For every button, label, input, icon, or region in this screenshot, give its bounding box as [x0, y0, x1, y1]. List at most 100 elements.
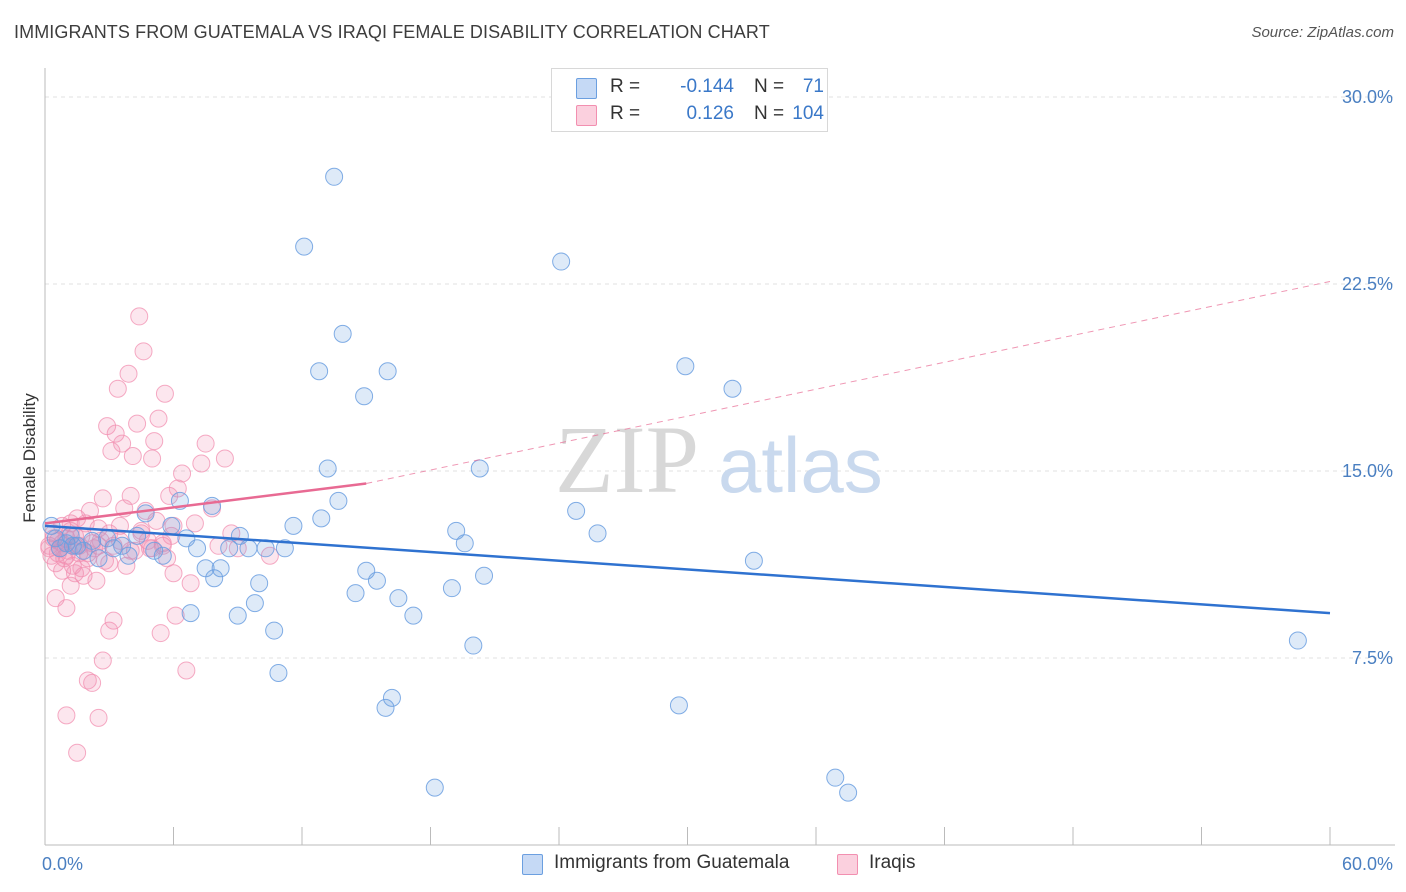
point-guatemala-24: [205, 569, 224, 588]
point-iraqis-58: [164, 564, 183, 583]
point-guatemala-40: [325, 167, 344, 186]
point-guatemala-59: [470, 459, 489, 478]
point-iraqis-22: [87, 571, 106, 590]
point-guatemala-65: [723, 379, 742, 398]
point-guatemala-39: [318, 459, 337, 478]
series-guatemala: [42, 167, 1307, 802]
point-guatemala-26: [220, 539, 239, 558]
point-iraqis-72: [57, 706, 76, 725]
legend-n-value: 104: [792, 103, 824, 124]
point-guatemala-30: [245, 594, 264, 613]
point-guatemala-17: [162, 516, 181, 535]
point-iraqis-88: [100, 554, 119, 573]
axes: [44, 68, 1395, 846]
point-guatemala-1: [46, 529, 65, 548]
legend-r-label: R =: [610, 103, 641, 124]
point-iraqis-54: [155, 384, 174, 403]
point-iraqis-62: [177, 661, 196, 680]
point-guatemala-23: [203, 496, 222, 515]
grid-lines: [45, 96, 1395, 659]
point-guatemala-50: [389, 589, 408, 608]
point-iraqis-82: [57, 599, 76, 618]
point-iraqis-76: [89, 708, 108, 727]
point-guatemala-67: [826, 768, 845, 787]
legend-n-label: N =: [754, 76, 785, 97]
point-guatemala-13: [128, 526, 147, 545]
legend-n-label: N =: [754, 103, 785, 124]
point-iraqis-38: [121, 486, 140, 505]
point-guatemala-70: [63, 536, 82, 555]
point-guatemala-55: [447, 521, 466, 540]
legend-swatch-blue: [576, 78, 597, 99]
legend-r-label: R =: [610, 76, 641, 97]
bottom-legend-label: Immigrants from Guatemala: [554, 852, 790, 873]
correlation-legend: R = -0.144 N = 71 R = 0.126 N = 104: [551, 68, 828, 132]
point-guatemala-66: [744, 551, 763, 570]
point-iraqis-66: [196, 434, 215, 453]
point-iraqis-39: [123, 447, 142, 466]
point-guatemala-7: [83, 531, 102, 550]
point-iraqis-19: [80, 501, 99, 520]
point-guatemala-15: [145, 541, 164, 560]
point-guatemala-37: [295, 237, 314, 256]
point-guatemala-49: [382, 688, 401, 707]
y-tick-label-3: 30.0%: [1342, 87, 1393, 107]
point-guatemala-41: [329, 491, 348, 510]
point-guatemala-68: [839, 783, 858, 802]
point-iraqis-34: [113, 434, 132, 453]
legend-r-value: -0.144: [680, 76, 734, 97]
point-guatemala-47: [367, 571, 386, 590]
point-guatemala-63: [669, 696, 688, 715]
point-guatemala-14: [136, 504, 155, 523]
bottom-legend-label: Iraqis: [869, 852, 916, 873]
legend-r-value: 0.126: [686, 103, 734, 124]
point-iraqis-42: [130, 307, 149, 326]
x-tick-label-1: 60.0%: [1342, 854, 1393, 874]
point-iraqis-25: [93, 489, 112, 508]
trend-iraqis: [44, 482, 367, 525]
point-guatemala-42: [333, 324, 352, 343]
point-iraqis-92: [143, 539, 162, 558]
point-iraqis-69: [215, 449, 234, 468]
point-guatemala-16: [153, 546, 172, 565]
trend-lines: [44, 281, 1331, 615]
tick-labels: 7.5% 15.0% 22.5% 30.0% 0.0% 60.0%: [42, 87, 1393, 874]
point-guatemala-52: [404, 606, 423, 625]
point-iraqis-77: [93, 651, 112, 670]
point-iraqis-41: [128, 414, 147, 433]
point-guatemala-60: [552, 252, 571, 271]
point-guatemala-31: [250, 574, 269, 593]
point-guatemala-51: [376, 698, 395, 717]
legend-n-value: 71: [802, 76, 824, 97]
point-iraqis-52: [151, 624, 170, 643]
trend-guatemala: [44, 524, 1331, 615]
point-guatemala-29: [239, 539, 258, 558]
point-guatemala-58: [475, 566, 494, 585]
point-guatemala-20: [181, 604, 200, 623]
point-guatemala-61: [567, 501, 586, 520]
point-iraqis-31: [106, 424, 125, 443]
point-guatemala-28: [228, 606, 247, 625]
bottom-legend-swatch-blue: [522, 854, 543, 875]
point-guatemala-38: [312, 509, 331, 528]
point-iraqis-78: [100, 621, 119, 640]
point-iraqis-49: [145, 432, 164, 451]
point-guatemala-34: [269, 663, 288, 682]
point-iraqis-29: [102, 442, 121, 461]
point-guatemala-53: [425, 778, 444, 797]
point-iraqis-37: [119, 364, 138, 383]
point-iraqis-59: [166, 606, 185, 625]
point-iraqis-65: [192, 454, 211, 473]
point-iraqis-61: [173, 464, 192, 483]
legend-swatch-pink: [576, 105, 597, 126]
point-guatemala-62: [588, 524, 607, 543]
point-iraqis-73: [68, 743, 87, 762]
chart-title: IMMIGRANTS FROM GUATEMALA VS IRAQI FEMAL…: [14, 22, 770, 42]
point-guatemala-25: [211, 559, 230, 578]
watermark-zip: ZIP: [555, 406, 699, 513]
y-axis-title: Female Disability: [20, 393, 39, 523]
point-iraqis-85: [72, 559, 91, 578]
watermark-atlas: atlas: [718, 421, 883, 509]
source-label: Source: ZipAtlas.com: [1251, 24, 1394, 41]
point-guatemala-11: [113, 536, 132, 555]
